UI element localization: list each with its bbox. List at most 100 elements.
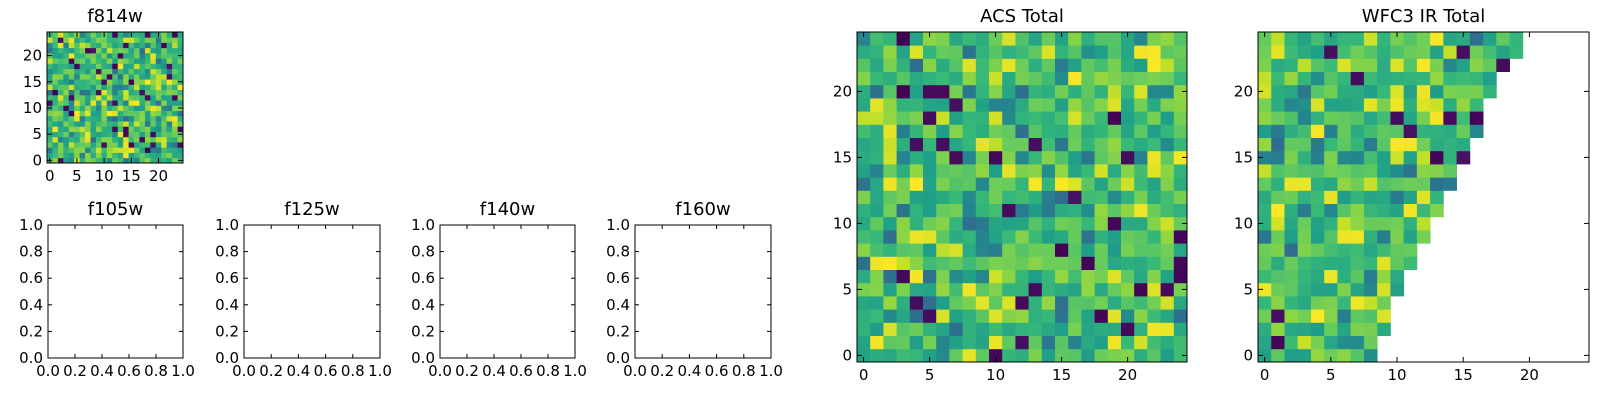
heatmap-cell — [1107, 309, 1122, 323]
heatmap-cell — [1324, 45, 1338, 59]
heatmap-cell — [1015, 58, 1029, 72]
heatmap-cell — [85, 37, 91, 43]
heatmap-cell — [144, 121, 151, 127]
heatmap-cell — [1015, 216, 1029, 231]
heatmap-cell — [123, 100, 129, 106]
heatmap-cell — [106, 42, 113, 49]
heatmap-cell — [857, 243, 871, 257]
heatmap-cell — [1160, 348, 1175, 363]
heatmap-cell — [134, 52, 140, 59]
heatmap-cell — [1068, 177, 1082, 191]
heatmap-cell — [975, 111, 990, 125]
heatmap-cell — [1028, 58, 1043, 72]
heatmap-cell — [936, 98, 950, 112]
heatmap-cell — [1173, 309, 1188, 323]
heatmap-cell — [1443, 124, 1457, 138]
heatmap-cell — [172, 37, 178, 43]
y-tick-label: 15 — [23, 73, 42, 91]
heatmap-cell — [1258, 150, 1272, 165]
heatmap-cell — [1377, 150, 1391, 165]
heatmap-cell — [1337, 98, 1352, 112]
heatmap-cell — [85, 42, 91, 49]
heatmap-cell — [1443, 150, 1457, 165]
y-tick-label: 10 — [1234, 214, 1253, 232]
heatmap-cell — [79, 121, 86, 127]
heatmap-cell — [47, 68, 53, 75]
heatmap-cell — [883, 190, 897, 204]
heatmap-cell — [134, 126, 140, 132]
heatmap-cell — [1324, 71, 1338, 86]
heatmap-cell — [1377, 309, 1391, 323]
heatmap-cell — [85, 58, 91, 64]
heatmap-cell — [95, 131, 102, 138]
heatmap-cell — [144, 58, 151, 64]
heatmap-cell — [1350, 296, 1365, 310]
heatmap-cell — [150, 63, 157, 70]
heatmap-cell — [1068, 348, 1082, 363]
heatmap-cell — [1041, 296, 1056, 310]
heatmap-cell — [1310, 269, 1325, 284]
heatmap-cell — [1081, 256, 1095, 270]
heatmap-cell — [166, 157, 173, 164]
heatmap-cell — [106, 94, 113, 101]
heatmap-cell — [1121, 230, 1135, 244]
heatmap-cell — [883, 58, 897, 72]
x-tick-label: 5 — [1326, 366, 1336, 384]
heatmap-cell — [1147, 269, 1161, 284]
heatmap-cell — [936, 58, 950, 72]
heatmap-cell — [112, 58, 119, 64]
heatmap-cell — [52, 63, 59, 70]
heatmap-cell — [117, 79, 124, 85]
heatmap-cell — [79, 84, 86, 91]
heatmap-cell — [117, 115, 124, 122]
heatmap-cell — [1041, 58, 1056, 72]
heatmap-cell — [1284, 84, 1299, 99]
heatmap-cell — [989, 348, 1003, 363]
heatmap-cell — [79, 147, 86, 153]
heatmap-cell — [1430, 45, 1444, 59]
heatmap-cell — [112, 142, 119, 148]
heatmap-cell — [95, 63, 102, 70]
heatmap-cell — [857, 269, 871, 284]
heatmap-cell — [1107, 230, 1122, 244]
heatmap-cell — [975, 269, 990, 284]
axes-frame-f814w — [46, 31, 184, 164]
heatmap-cell — [155, 79, 162, 85]
heatmap-cell — [74, 105, 81, 111]
heatmap-cell — [857, 124, 871, 138]
heatmap-cell — [47, 58, 53, 64]
heatmap-cell — [52, 84, 59, 91]
heatmap-cell — [1377, 71, 1391, 86]
heatmap-cell — [883, 137, 897, 152]
heatmap-cell — [95, 110, 102, 117]
heatmap-cell — [962, 309, 977, 323]
heatmap-cell — [144, 100, 151, 106]
heatmap-cell — [177, 37, 184, 43]
heatmap-cell — [857, 58, 871, 72]
heatmap-cell — [63, 94, 70, 101]
heatmap-cell — [1297, 203, 1312, 218]
heatmap-cell — [1094, 203, 1109, 218]
heatmap-cell — [101, 73, 108, 80]
heatmap-cell — [1416, 84, 1431, 99]
heatmap-cell — [112, 89, 119, 96]
heatmap-cell — [117, 147, 124, 153]
heatmap-cell — [975, 216, 990, 231]
heatmap-cell — [923, 282, 937, 297]
heatmap-cell — [128, 147, 135, 153]
heatmap-cell — [161, 37, 168, 43]
heatmap-cell — [139, 79, 146, 85]
heatmap-cell — [134, 136, 140, 143]
heatmap-cell — [1002, 98, 1016, 112]
heatmap-cell — [989, 177, 1003, 191]
heatmap-cell — [975, 322, 990, 336]
heatmap-cell — [1416, 124, 1431, 138]
heatmap-cell — [1160, 309, 1175, 323]
heatmap-cell — [150, 37, 157, 43]
heatmap-cell — [1002, 45, 1016, 59]
heatmap-cell — [1094, 335, 1109, 350]
x-tick-label: 5 — [925, 366, 935, 384]
heatmap-cell — [1028, 45, 1043, 59]
heatmap-cell — [172, 68, 178, 75]
heatmap-cell — [1443, 137, 1457, 152]
